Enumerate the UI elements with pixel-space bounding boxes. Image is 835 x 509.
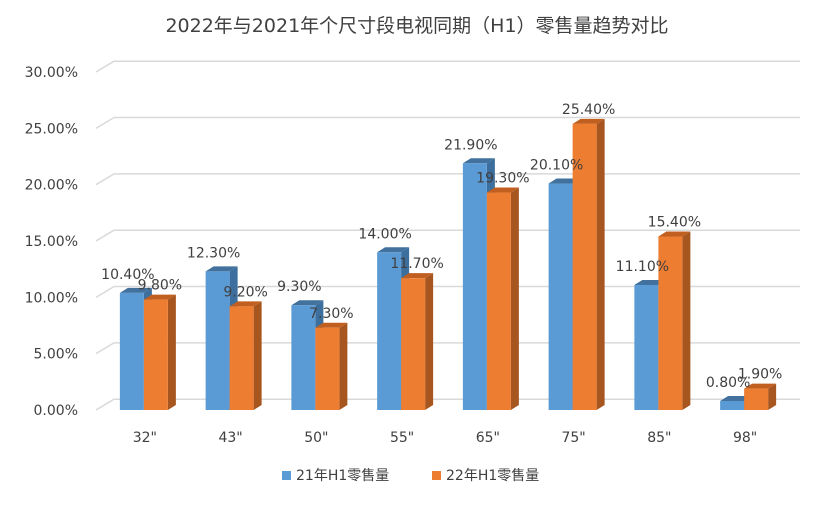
gridline-side — [95, 398, 115, 411]
legend-swatch — [432, 471, 441, 480]
x-tick-label: 75" — [561, 430, 585, 446]
y-tick-label: 15.00% — [25, 234, 78, 250]
bar-h1-2022 — [744, 383, 777, 410]
bar-side — [425, 273, 434, 410]
bar-front — [291, 305, 316, 410]
y-tick-label: 0.00% — [34, 403, 78, 419]
y-tick-label: 25.00% — [25, 121, 78, 137]
legend: 21年H1零售量 22年H1零售量 — [282, 468, 539, 484]
bar-front — [119, 292, 144, 410]
bar-side — [682, 231, 691, 410]
x-tick-label: 85" — [647, 430, 671, 446]
bar-front — [462, 163, 487, 410]
bars — [119, 118, 777, 411]
y-axis: 0.00% 5.00% 10.00% 15.00% 20.00% 25.00% 30.00% — [25, 65, 78, 419]
data-label: 20.10% — [530, 158, 583, 174]
data-labels: 10.40%9.80% 12.30% 9.20% 9.30% 7.30% 14.00% 11… — [101, 102, 782, 391]
data-label: 21.90% — [444, 137, 497, 153]
bar-front — [486, 192, 511, 410]
bar-h1-2022 — [572, 118, 605, 411]
bar-top — [229, 301, 262, 307]
data-label: 12.30% — [187, 245, 240, 261]
data-label: 11.70% — [390, 256, 443, 272]
data-label: 9.20% — [223, 284, 267, 300]
bar-side — [510, 187, 519, 410]
bar-front — [720, 400, 745, 410]
bar-top — [143, 294, 176, 300]
bar-top — [486, 187, 519, 193]
bar-h1-2022 — [486, 187, 519, 410]
bar-front — [572, 123, 597, 411]
bar-front — [548, 183, 573, 410]
data-label: 9.80% — [138, 278, 182, 294]
x-tick-label: 32" — [133, 430, 157, 446]
y-tick-label: 20.00% — [25, 178, 78, 194]
x-tick-label: 98" — [733, 430, 757, 446]
bar-h1-2022 — [143, 294, 176, 410]
x-tick-label: 50" — [304, 430, 328, 446]
data-label: 1.90% — [738, 367, 782, 383]
x-tick-label: 55" — [390, 430, 414, 446]
gridline-side — [95, 285, 115, 298]
data-label: 9.30% — [277, 279, 321, 295]
y-tick-label: 5.00% — [34, 347, 78, 363]
x-axis: 32" 43" 50" 55" 65" 75" 85" 98" — [133, 430, 758, 446]
x-tick-label: 43" — [218, 430, 242, 446]
data-label: 25.40% — [562, 102, 615, 118]
legend-label: 22年H1零售量 — [446, 468, 539, 484]
data-label: 11.10% — [616, 259, 669, 275]
bar-front — [744, 388, 769, 410]
bar-h1-2022 — [401, 273, 434, 410]
bar-front — [658, 236, 683, 410]
legend-label: 21年H1零售量 — [296, 468, 389, 484]
bar-h1-2022 — [658, 231, 691, 410]
legend-swatch — [282, 471, 291, 480]
bar-side — [768, 383, 777, 410]
gridline-side — [95, 60, 115, 73]
bar-side — [253, 301, 262, 410]
bar-front — [143, 299, 168, 410]
bar-top — [205, 266, 238, 272]
gridlines — [95, 60, 800, 411]
x-tick-label: 65" — [476, 430, 500, 446]
bar-front — [205, 271, 230, 410]
bar-front — [315, 327, 340, 410]
bar-top — [658, 231, 691, 237]
bar-side — [167, 294, 176, 410]
gridline-side — [95, 116, 115, 129]
bar-top — [401, 273, 434, 279]
bar-side — [596, 118, 605, 411]
bar-front — [634, 284, 659, 410]
y-tick-label: 30.00% — [25, 65, 78, 81]
data-label: 0.80% — [706, 375, 750, 391]
bar-top — [462, 158, 495, 164]
bar-top — [572, 118, 605, 124]
chart-title: 2022年与2021年个尺寸段电视同期（H1）零售量趋势对比 — [165, 15, 668, 37]
y-tick-label: 10.00% — [25, 290, 78, 306]
bar-top — [315, 322, 348, 328]
data-label: 10.40% — [101, 267, 154, 283]
bar-h1-2022 — [229, 301, 262, 410]
gridline-side — [95, 229, 115, 242]
bar-h1-2022 — [315, 322, 348, 410]
bar-top — [377, 247, 410, 253]
data-label: 19.30% — [476, 171, 529, 187]
bar-top — [744, 383, 777, 389]
data-label: 7.30% — [309, 306, 353, 322]
bar-side — [339, 322, 348, 410]
gridline-side — [95, 342, 115, 355]
bar-front — [401, 278, 426, 410]
gridline-side — [95, 173, 115, 186]
data-label: 15.40% — [648, 214, 701, 230]
data-label: 14.00% — [358, 226, 411, 242]
bar-front — [377, 252, 402, 410]
bar-top — [291, 300, 324, 306]
bar-top — [119, 287, 152, 293]
bar-front — [229, 306, 254, 410]
